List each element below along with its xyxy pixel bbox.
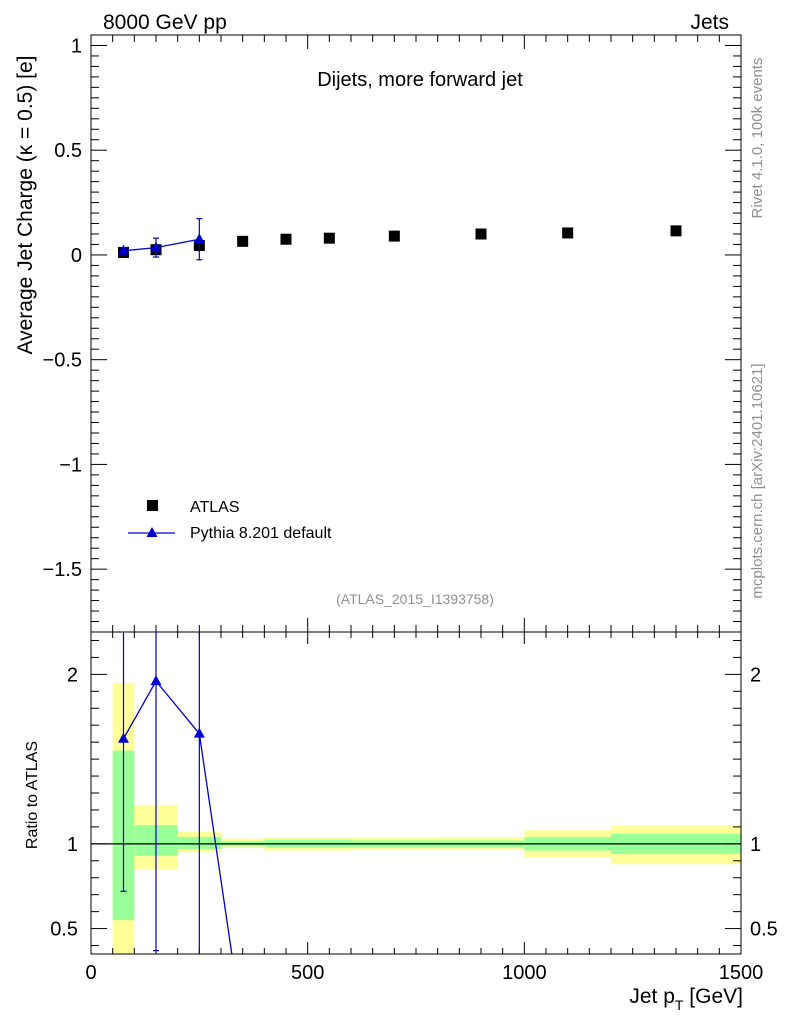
legend: ATLAS Pythia 8.201 default	[128, 499, 332, 542]
mcplots-credit-text: mcplots.cern.ch [arXiv:2401.10621]	[749, 363, 766, 598]
ratio-data-point	[193, 727, 205, 738]
tick-labels: −1.5 −1 −0.5 0 0.5 1 0.5 0.5 1 1 2 2 0 500 1000 1500	[43, 35, 778, 984]
atlas-data-point	[280, 233, 292, 245]
ratio-data-point	[150, 675, 162, 686]
data-marks	[91, 218, 741, 955]
atlas-data-point	[388, 230, 400, 242]
main-y-axis-label: Average Jet Charge (κ = 0.5) [e]	[14, 55, 37, 354]
ratio-plot-frame	[90, 631, 742, 955]
ratio-y-tick-label-right: 2	[750, 664, 761, 686]
rivet-version-text: Rivet 4.1.0, 100k events	[749, 58, 766, 219]
ratio-pythia-line	[122, 680, 233, 955]
legend-atlas-label: ATLAS	[190, 499, 240, 516]
header-process: Jets	[690, 11, 729, 34]
ratio-y-axis-label: Ratio to ATLAS	[24, 741, 41, 849]
atlas-data-point	[323, 232, 335, 244]
ratio-y-tick-label: 2	[67, 664, 78, 686]
header-energy: 8000 GeV pp	[103, 11, 227, 34]
main-y-tick-label: −1.5	[43, 559, 82, 581]
ratio-y-tick-label-right: 0.5	[750, 919, 778, 941]
legend-pythia-label: Pythia 8.201 default	[190, 525, 332, 542]
ratio-y-tick-label: 1	[67, 834, 78, 856]
x-tick-label: 500	[291, 962, 324, 984]
main-y-tick-label: 1	[71, 35, 82, 57]
analysis-label: (ATLAS_2015_I1393758)	[336, 591, 494, 607]
pythia-data-point	[193, 233, 205, 244]
ratio-y-tick-label-right: 1	[750, 834, 761, 856]
atlas-data-point	[670, 225, 682, 237]
legend-pythia-marker	[146, 527, 158, 537]
main-y-tick-label: 0	[71, 245, 82, 267]
main-y-tick-label: 0.5	[54, 140, 82, 162]
pythia-data-point	[118, 244, 129, 255]
x-axis-label: Jet pT [GeV]	[629, 985, 743, 1013]
main-y-tick-label: −0.5	[43, 350, 82, 372]
main-y-tick-label: −1	[59, 454, 82, 476]
pythia-data-point	[150, 241, 162, 252]
ratio-data-point	[118, 732, 129, 743]
x-tick-label: 1000	[502, 962, 547, 984]
ratio-y-tick-label: 0.5	[50, 919, 78, 941]
x-tick-label: 1500	[719, 962, 764, 984]
legend-atlas-marker	[147, 500, 158, 511]
plot-title: Dijets, more forward jet	[317, 69, 523, 91]
main-plot-frame	[90, 34, 742, 633]
axis-ticks	[90, 34, 742, 954]
atlas-data-point	[237, 235, 249, 247]
atlas-data-point	[562, 227, 574, 239]
atlas-data-point	[475, 228, 487, 240]
x-tick-label: 0	[85, 962, 96, 984]
ratio-uncertainty-bands	[112, 682, 741, 954]
